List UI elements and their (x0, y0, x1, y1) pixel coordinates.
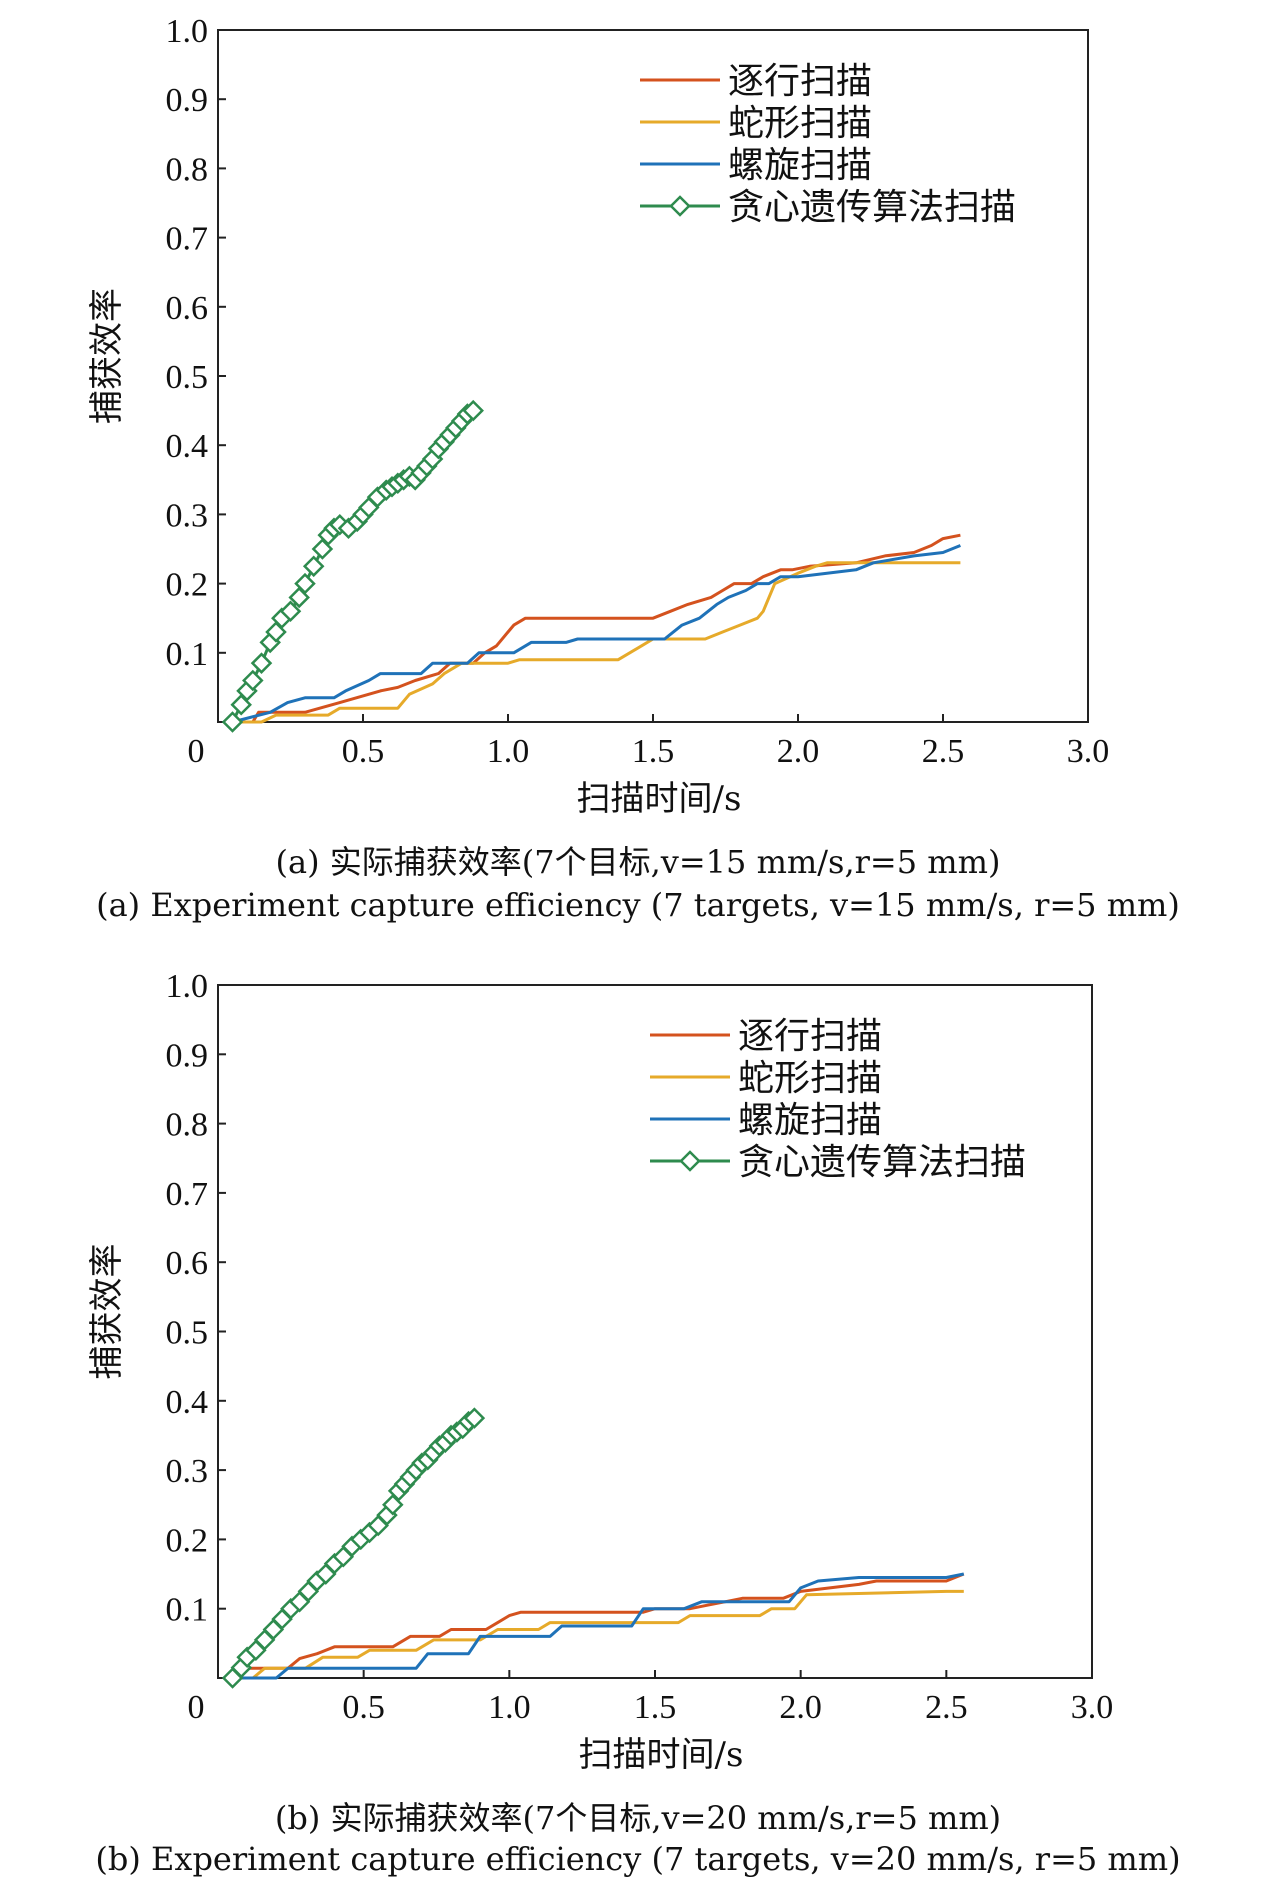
legend-marker (669, 195, 691, 217)
y-tick-label: 0.7 (166, 221, 209, 258)
x-tick-label: 2.0 (777, 733, 820, 770)
x-tick-label: 3.0 (1071, 1689, 1114, 1726)
chart-panel-b: 0 0.5 1.0 1.5 2.0 2.5 3.0 0.1 0.2 0.3 0.4 0.5 0.6 0.7… (87, 968, 1113, 1775)
y-tick-label: 1.0 (166, 968, 209, 1005)
x-axis-label: 扫描时间/s (579, 1735, 744, 1775)
y-tick-label: 0.8 (166, 1107, 209, 1144)
y-tick-label: 0.5 (166, 359, 209, 396)
y-tick-label: 0.7 (166, 1176, 209, 1213)
legend-label: 贪心遗传算法扫描 (728, 187, 1016, 228)
y-axis-label: 捕获效率 (87, 288, 127, 424)
x-tick-label: 0 (188, 1689, 205, 1726)
data-point (294, 572, 316, 595)
data-point (242, 669, 264, 692)
legend-label: 逐行扫描 (728, 61, 872, 102)
data-point (221, 711, 244, 733)
y-tick-label: 0.5 (166, 1315, 209, 1352)
x-tick-label: 3.0 (1067, 733, 1110, 770)
x-axis-label: 扫描时间/s (577, 779, 742, 819)
data-point (463, 1407, 486, 1429)
series-line (232, 561, 961, 724)
x-tick-label: 2.0 (779, 1689, 822, 1726)
series-3 (232, 1572, 965, 1680)
series-2 (232, 561, 961, 724)
data-point (279, 600, 302, 623)
data-point (462, 399, 484, 422)
legend-label: 螺旋扫描 (738, 1100, 882, 1141)
y-tick-label: 0.3 (166, 1453, 209, 1490)
series-line (232, 544, 961, 724)
x-tick-label: 0.5 (342, 1689, 385, 1726)
x-tick-label: 0.5 (342, 733, 385, 770)
y-tick-label: 0.2 (166, 567, 209, 604)
panel-a-caption-cn-text: (a) 实际捕获效率(7个目标,v=15 mm/s,r=5 mm) (275, 843, 1001, 881)
data-point (302, 555, 325, 578)
x-tick-label: 1.0 (488, 1689, 531, 1726)
panel-a-caption-en: (a) Experiment capture efficiency (7 tar… (0, 886, 1276, 924)
legend-marker (679, 1150, 701, 1172)
panel-b-caption-en: (b) Experiment capture efficiency (7 tar… (0, 1840, 1276, 1878)
x-tick-label: 1.5 (632, 733, 675, 770)
y-tick-label: 0.6 (166, 1245, 209, 1282)
y-tick-label: 0.4 (166, 428, 209, 465)
series-4 (221, 399, 484, 733)
y-tick-label: 0.9 (166, 1037, 209, 1074)
series-line (232, 1572, 965, 1680)
series-line (232, 1589, 964, 1680)
legend-label: 蛇形扫描 (728, 103, 872, 144)
y-tick-label: 1.0 (166, 13, 209, 50)
x-tick-label: 1.5 (634, 1689, 677, 1726)
series-2 (232, 1589, 964, 1680)
y-tick-label: 0.4 (166, 1384, 209, 1421)
y-tick-label: 0.3 (166, 497, 209, 534)
panel-b-caption-cn: (b) 实际捕获效率(7个目标,v=20 mm/s,r=5 mm) (0, 1793, 1276, 1839)
y-tick-label: 0.6 (166, 290, 209, 327)
y-tick-label: 0.8 (166, 151, 209, 188)
x-tick-label: 1.0 (487, 733, 530, 770)
y-tick-label: 0.9 (166, 82, 209, 119)
panel-a-caption-en-text: (a) Experiment capture efficiency (7 tar… (96, 886, 1180, 924)
chart-panel-a: 0 0.5 1.0 1.5 2.0 2.5 3.0 0.1 0.2 0.3 0.4 0.5 0.6 0.7… (87, 13, 1109, 819)
data-point (250, 652, 273, 674)
legend-label: 逐行扫描 (738, 1016, 882, 1057)
legend-label: 贪心遗传算法扫描 (738, 1142, 1026, 1183)
series-3 (232, 544, 961, 724)
y-tick-label: 0.1 (166, 636, 209, 673)
panel-a-caption-cn: (a) 实际捕获效率(7个目标,v=15 mm/s,r=5 mm) (0, 837, 1276, 883)
x-tick-label: 2.5 (922, 733, 965, 770)
panel-b-caption-en-text: (b) Experiment capture efficiency (7 tar… (95, 1840, 1181, 1878)
legend-label: 蛇形扫描 (738, 1058, 882, 1099)
y-tick-label: 0.2 (166, 1522, 209, 1559)
x-tick-label: 2.5 (925, 1689, 968, 1726)
x-tick-label: 0 (188, 733, 205, 770)
y-tick-label: 0.1 (166, 1592, 209, 1629)
series-4 (221, 1407, 486, 1689)
y-axis-label: 捕获效率 (87, 1244, 127, 1380)
legend-label: 螺旋扫描 (728, 145, 872, 186)
panel-b-caption-cn-text: (b) 实际捕获效率(7个目标,v=20 mm/s,r=5 mm) (274, 1799, 1002, 1837)
